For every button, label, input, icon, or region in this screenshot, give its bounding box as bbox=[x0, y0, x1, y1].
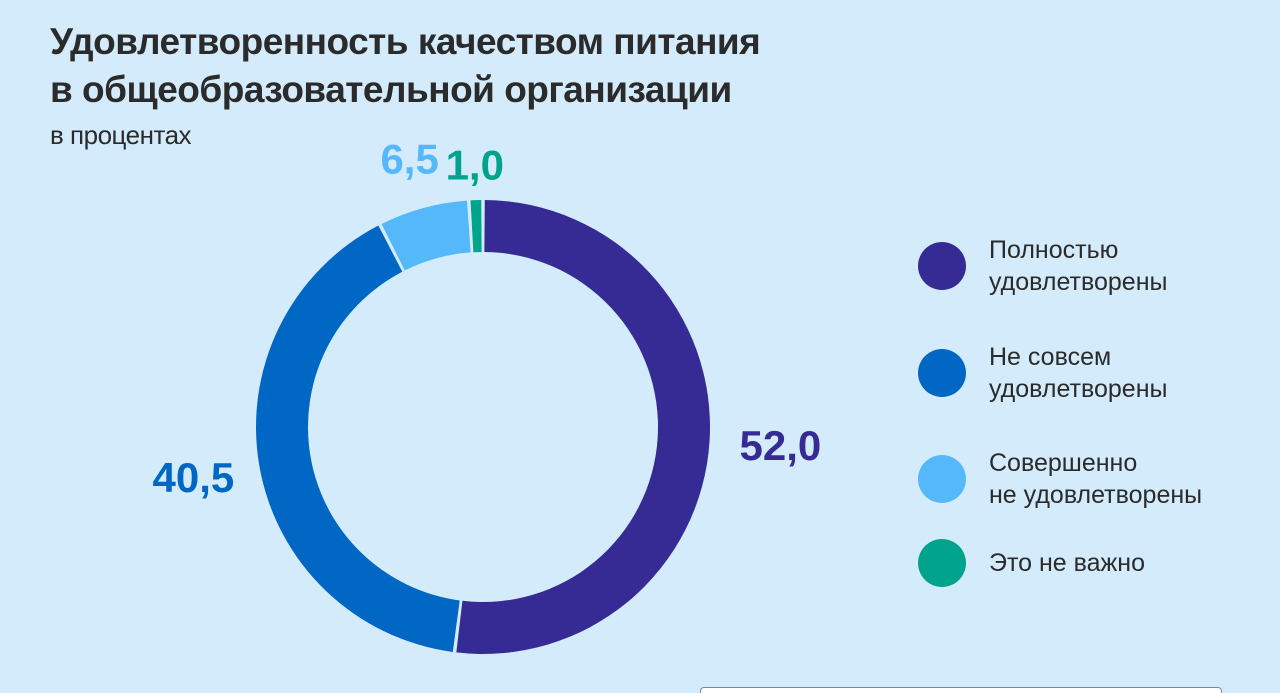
slice-not-important bbox=[470, 200, 482, 253]
legend-item-fully-satisfied: Полностью удовлетворены bbox=[918, 234, 1167, 298]
legend-item-completely-unsatisfied: Совершенно не удовлетворены bbox=[918, 447, 1202, 511]
value-label-fully-satisfied: 52,0 bbox=[740, 422, 822, 469]
chart-title: Удовлетворенность качеством питания в об… bbox=[50, 18, 761, 114]
slice-fully-satisfied bbox=[456, 200, 711, 655]
legend-label: Полностью удовлетворены bbox=[989, 236, 1168, 296]
slice-completely-unsatisfied bbox=[381, 200, 471, 271]
legend-marker bbox=[918, 539, 966, 587]
legend-item-not-quite-satisfied: Не совсем удовлетворены bbox=[918, 341, 1167, 405]
bottom-panel bbox=[700, 687, 1222, 693]
donut-slices bbox=[255, 200, 711, 655]
legend-label: Не совсем удовлетворены bbox=[989, 343, 1168, 403]
chart-subtitle: в процентах bbox=[50, 120, 192, 150]
legend-label: Это не важно bbox=[989, 549, 1145, 577]
legend-label: Совершенно не удовлетворены bbox=[989, 449, 1203, 509]
value-label-completely-unsatisfied: 6,5 bbox=[380, 135, 438, 182]
donut-value-labels: 52,0 40,5 6,5 1,0 bbox=[153, 135, 822, 501]
legend-item-not-important: Это не важно bbox=[918, 539, 1145, 587]
slice-not-quite-satisfied bbox=[255, 225, 460, 652]
legend-marker bbox=[918, 455, 966, 503]
chart-title-line-2: в общеобразовательной организации bbox=[50, 69, 732, 110]
legend-marker bbox=[918, 349, 966, 397]
legend-marker bbox=[918, 242, 966, 290]
chart-title-line-1: Удовлетворенность качеством питания bbox=[50, 21, 761, 62]
value-label-not-quite-satisfied: 40,5 bbox=[153, 454, 235, 501]
value-label-not-important: 1,0 bbox=[446, 142, 504, 189]
